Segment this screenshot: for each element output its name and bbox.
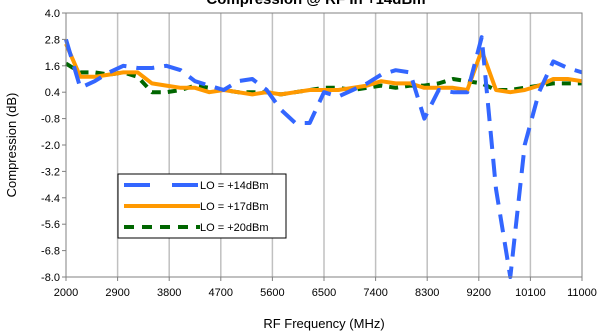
y-tick-label: -0.8 [41, 114, 60, 126]
grid-lines [116, 13, 532, 277]
x-tick-label: 2900 [105, 287, 129, 299]
y-axis-ticks: -8.0 -6.8 -5.6 -4.4 -3.2 -2.0 -0.8 0.4 1.6 2.8 4.0 [41, 8, 66, 284]
y-tick-label: 2.8 [45, 34, 60, 46]
series-line-1 [64, 43, 583, 97]
y-tick-label: -2.0 [41, 140, 60, 152]
chart-title: Compression @ RF In +14dBm [206, 0, 425, 8]
y-tick-label: -4.4 [41, 193, 60, 205]
y-tick-label: -5.6 [41, 219, 60, 231]
series-line-0 [64, 35, 583, 279]
legend-items: LO = +14dBm LO = +17dBm LO = +20dBm [124, 180, 269, 234]
x-tick-label: 10100 [515, 287, 546, 299]
legend-label-0: LO = +14dBm [200, 180, 269, 192]
y-tick-label: -8.0 [41, 272, 60, 284]
x-tick-label: 2000 [54, 287, 78, 299]
y-tick-label: 4.0 [45, 8, 60, 20]
x-tick-label: 5600 [260, 287, 284, 299]
y-axis-title: Compression (dB) [4, 93, 19, 198]
x-tick-label: 9200 [467, 287, 491, 299]
series-lines [64, 35, 583, 279]
y-tick-label: 0.4 [45, 87, 60, 99]
legend-label-1: LO = +17dBm [200, 201, 269, 213]
x-tick-label: 3800 [157, 287, 181, 299]
legend-label-2: LO = +20dBm [200, 222, 269, 234]
x-axis-ticks: 2000 2900 3800 4700 5600 6500 7400 8300 9200 1010… [54, 277, 597, 299]
y-tick-label: 1.6 [45, 61, 60, 73]
x-axis-title: RF Frequency (MHz) [263, 316, 384, 331]
x-tick-label: 7400 [363, 287, 387, 299]
x-tick-label: 11000 [567, 287, 597, 299]
x-tick-label: 6500 [312, 287, 336, 299]
y-tick-label: -6.8 [41, 246, 60, 258]
x-tick-label: 4700 [209, 287, 233, 299]
y-tick-label: -3.2 [41, 166, 60, 178]
series-line-2 [64, 61, 582, 97]
x-tick-label: 8300 [415, 287, 439, 299]
legend: LO = +14dBm LO = +17dBm LO = +20dBm [117, 173, 287, 239]
